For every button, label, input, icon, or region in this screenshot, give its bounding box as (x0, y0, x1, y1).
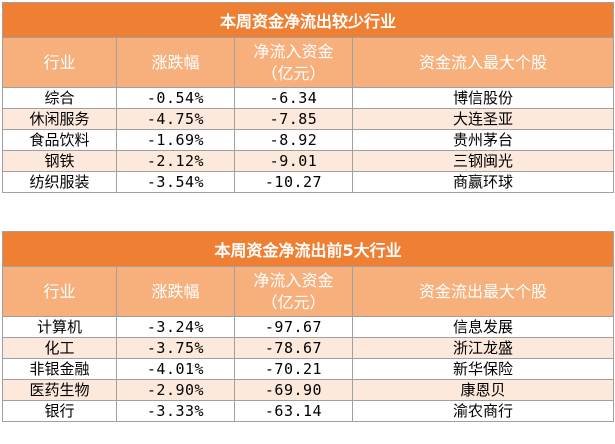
industry-cell: 银行 (2, 400, 117, 422)
table-row: 银行 -3.33% -63.14 渝农商行 (2, 400, 615, 422)
net-outflow-top5-table: 本周资金净流出前5大行业 行业 涨跌幅 净流入资金 （亿元） 资金流出最大个股 … (1, 231, 615, 422)
header-top-stock: 资金流出最大个股 (351, 266, 615, 317)
table-row: 化工 -3.75% -78.67 浙江龙盛 (2, 337, 615, 359)
top-stock-cell: 商赢环球 (351, 171, 615, 193)
top-stock-cell: 信息发展 (351, 316, 615, 338)
header-net-inflow: 净流入资金 （亿元） (234, 37, 353, 88)
table-row: 医药生物 -2.90% -69.90 康恩贝 (2, 379, 615, 401)
table-row: 非银金融 -4.01% -70.21 新华保险 (2, 358, 615, 380)
top-stock-cell: 博信股份 (351, 87, 615, 109)
net-inflow-cell: -9.01 (234, 150, 353, 172)
top-stock-cell: 贵州茅台 (351, 129, 615, 151)
industry-cell: 纺织服装 (2, 171, 117, 193)
table-title: 本周资金净流出前5大行业 (1, 231, 615, 267)
header-change: 涨跌幅 (116, 266, 235, 317)
net-inflow-cell: -78.67 (234, 337, 353, 359)
table-row: 综合 -0.54% -6.34 博信股份 (2, 87, 615, 109)
change-cell: -4.75% (116, 108, 235, 130)
net-outflow-smallest-table: 本周资金净流出较少行业 行业 涨跌幅 净流入资金 （亿元） 资金流入最大个股 综… (1, 2, 615, 193)
change-cell: -1.69% (116, 129, 235, 151)
industry-cell: 综合 (2, 87, 117, 109)
change-cell: -3.33% (116, 400, 235, 422)
table-title: 本周资金净流出较少行业 (1, 2, 615, 38)
change-cell: -3.75% (116, 337, 235, 359)
top-stock-cell: 渝农商行 (351, 400, 615, 422)
top-stock-cell: 康恩贝 (351, 379, 615, 401)
table-row: 休闲服务 -4.75% -7.85 大连圣亚 (2, 108, 615, 130)
change-cell: -3.54% (116, 171, 235, 193)
header-net-inflow: 净流入资金 （亿元） (234, 266, 353, 317)
table-row: 纺织服装 -3.54% -10.27 商赢环球 (2, 171, 615, 193)
net-inflow-cell: -63.14 (234, 400, 353, 422)
net-inflow-cell: -7.85 (234, 108, 353, 130)
header-industry: 行业 (2, 37, 117, 88)
top-stock-cell: 三钢闽光 (351, 150, 615, 172)
industry-cell: 非银金融 (2, 358, 117, 380)
change-cell: -2.12% (116, 150, 235, 172)
change-cell: -4.01% (116, 358, 235, 380)
net-inflow-cell: -6.34 (234, 87, 353, 109)
net-inflow-cell: -70.21 (234, 358, 353, 380)
net-inflow-cell: -8.92 (234, 129, 353, 151)
header-industry: 行业 (2, 266, 117, 317)
header-top-stock: 资金流入最大个股 (351, 37, 615, 88)
table-row: 食品饮料 -1.69% -8.92 贵州茅台 (2, 129, 615, 151)
change-cell: -0.54% (116, 87, 235, 109)
industry-cell: 食品饮料 (2, 129, 117, 151)
industry-cell: 化工 (2, 337, 117, 359)
industry-cell: 计算机 (2, 316, 117, 338)
net-inflow-cell: -97.67 (234, 316, 353, 338)
table-row: 计算机 -3.24% -97.67 信息发展 (2, 316, 615, 338)
industry-cell: 医药生物 (2, 379, 117, 401)
top-stock-cell: 大连圣亚 (351, 108, 615, 130)
net-inflow-cell: -10.27 (234, 171, 353, 193)
header-change: 涨跌幅 (116, 37, 235, 88)
net-inflow-cell: -69.90 (234, 379, 353, 401)
table-row: 钢铁 -2.12% -9.01 三钢闽光 (2, 150, 615, 172)
industry-cell: 休闲服务 (2, 108, 117, 130)
top-stock-cell: 新华保险 (351, 358, 615, 380)
top-stock-cell: 浙江龙盛 (351, 337, 615, 359)
change-cell: -2.90% (116, 379, 235, 401)
industry-cell: 钢铁 (2, 150, 117, 172)
change-cell: -3.24% (116, 316, 235, 338)
